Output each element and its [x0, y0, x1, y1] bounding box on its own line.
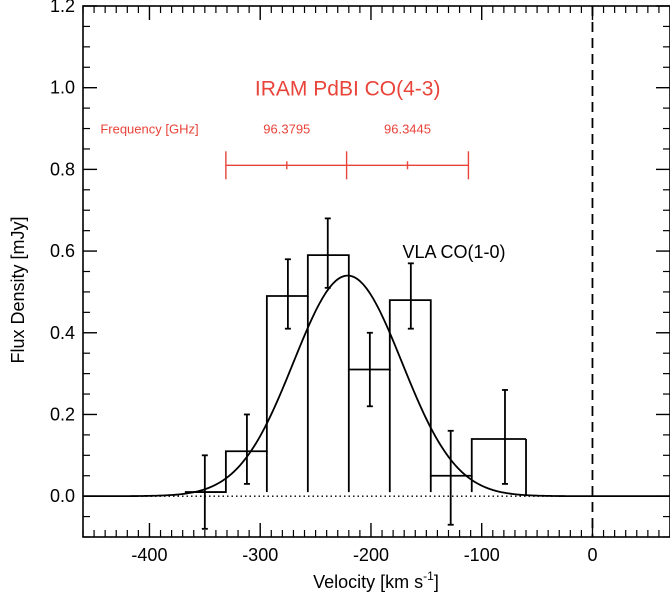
- x-tick-label: -200: [353, 545, 389, 565]
- x-tick-label: -100: [464, 545, 500, 565]
- y-tick-label: 0.6: [50, 241, 75, 261]
- data-series: [83, 6, 670, 537]
- y-tick-label: 0.2: [50, 404, 75, 424]
- y-tick-label: 0.4: [50, 323, 75, 343]
- x-axis-title: Velocity [km s-1]: [313, 569, 439, 592]
- frequency-tick-label: 96.3445: [384, 122, 431, 137]
- x-tick-label: -300: [242, 545, 278, 565]
- vla-label: VLA CO(1-0): [403, 242, 506, 262]
- frequency-label: Frequency [GHz]: [100, 122, 198, 137]
- x-axis-title-superscript: -1: [423, 569, 434, 583]
- frequency-tick-label: 96.3795: [263, 122, 310, 137]
- y-tick-label: 0.8: [50, 159, 75, 179]
- y-tick-label: 1.0: [50, 78, 75, 98]
- x-axis-title-main: Velocity [km s: [313, 572, 423, 592]
- iram-label: IRAM PdBI CO(4-3): [255, 78, 441, 101]
- y-tick-label: 1.2: [50, 0, 75, 16]
- axis-ticks: -400 -300 -200 -100 0 0.0 0.2 0.4 0.6 0.8 1.0 1.2: [50, 0, 670, 565]
- y-axis-title: Flux Density [mJy]: [8, 216, 28, 363]
- histogram-line: [184, 254, 527, 493]
- annotations: VLA CO(1-0) IRAM PdBI CO(4-3) Frequency [G…: [100, 78, 505, 262]
- x-tick-label: 0: [587, 545, 597, 565]
- y-tick-label: 0.0: [50, 486, 75, 506]
- x-axis-title-end: ]: [434, 572, 439, 592]
- x-tick-label: -400: [131, 545, 167, 565]
- gaussian-fit-curve: [83, 274, 670, 498]
